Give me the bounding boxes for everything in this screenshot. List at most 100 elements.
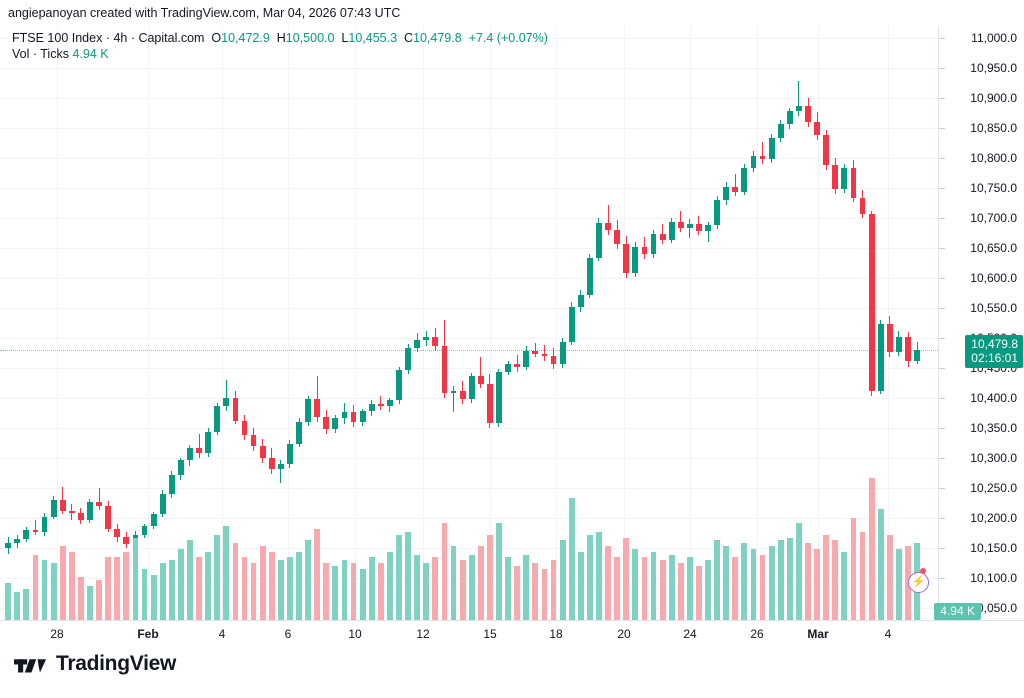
candle-body[interactable] (850, 167, 857, 198)
volume-bar[interactable] (541, 568, 548, 620)
volume-bar[interactable] (714, 540, 721, 620)
volume-bar[interactable] (632, 548, 639, 620)
candle-body[interactable] (268, 458, 275, 469)
candle-body[interactable] (805, 106, 811, 122)
candle-body[interactable] (632, 246, 639, 274)
volume-bar[interactable] (277, 560, 284, 620)
candle-body[interactable] (332, 418, 339, 430)
candle-body[interactable] (659, 233, 666, 240)
candle-body[interactable] (377, 404, 384, 407)
candle-body[interactable] (305, 399, 312, 422)
volume-bar[interactable] (323, 563, 330, 620)
candle-body[interactable] (550, 356, 557, 365)
volume-bar[interactable] (705, 560, 711, 620)
volume-bar[interactable] (832, 540, 839, 620)
candle-body[interactable] (441, 346, 448, 394)
volume-bar[interactable] (441, 523, 448, 620)
volume-bar[interactable] (496, 523, 502, 620)
current-price-badge[interactable]: 10,479.8 02:16:01 (965, 335, 1023, 369)
volume-bar[interactable] (377, 563, 384, 620)
volume-bar[interactable] (505, 557, 511, 620)
candle-body[interactable] (541, 353, 548, 356)
volume-bar[interactable] (614, 557, 621, 620)
candle-body[interactable] (532, 351, 539, 354)
volume-bar[interactable] (905, 546, 911, 620)
volume-bar[interactable] (550, 560, 557, 620)
candle-body[interactable] (705, 225, 711, 232)
volume-bar[interactable] (268, 551, 275, 620)
candle-body[interactable] (68, 510, 75, 514)
candle-body[interactable] (641, 246, 648, 254)
volume-bar[interactable] (532, 563, 539, 620)
volume-bar[interactable] (559, 540, 566, 620)
candle-body[interactable] (759, 155, 766, 160)
candle-body[interactable] (505, 364, 511, 372)
candle-body[interactable] (341, 412, 348, 419)
volume-bar[interactable] (477, 546, 484, 620)
candle-body[interactable] (105, 506, 112, 529)
volume-bar[interactable] (723, 546, 730, 620)
candle-body[interactable] (786, 111, 793, 125)
volume-bar[interactable] (23, 588, 30, 620)
candle-body[interactable] (523, 351, 530, 367)
candle-body[interactable] (232, 398, 239, 421)
volume-bar[interactable] (777, 540, 784, 620)
volume-bar[interactable] (523, 554, 530, 620)
candle-body[interactable] (314, 399, 321, 418)
candle-body[interactable] (223, 398, 230, 407)
candle-body[interactable] (123, 537, 130, 545)
volume-bar[interactable] (332, 566, 339, 620)
volume-bar[interactable] (241, 557, 248, 620)
candle-body[interactable] (241, 420, 248, 436)
volume-bar[interactable] (868, 477, 875, 620)
candle-body[interactable] (214, 406, 221, 432)
volume-bar[interactable] (250, 563, 257, 620)
volume-bar[interactable] (77, 577, 84, 620)
candle-body[interactable] (96, 502, 102, 506)
candle-body[interactable] (350, 412, 357, 422)
volume-bar[interactable] (677, 563, 684, 620)
candle-body[interactable] (5, 543, 12, 548)
candle-body[interactable] (423, 336, 430, 341)
candle-body[interactable] (859, 197, 866, 215)
volume-bar[interactable] (232, 543, 239, 620)
lightning-bolt-icon[interactable]: ⚡ (908, 572, 930, 593)
candle-body[interactable] (296, 422, 302, 444)
candle-body[interactable] (577, 294, 584, 307)
volume-bar[interactable] (14, 591, 21, 620)
volume-bar[interactable] (605, 546, 611, 620)
volume-bar[interactable] (805, 543, 811, 620)
chart-frame[interactable]: ⚡ FTSE 100 Index · 4h · Capital.com O10,… (0, 26, 1024, 620)
candle-body[interactable] (359, 411, 366, 422)
volume-bar[interactable] (514, 566, 521, 620)
volume-bar[interactable] (387, 551, 393, 620)
candle-body[interactable] (259, 446, 266, 458)
candle-body[interactable] (159, 494, 166, 515)
volume-bar[interactable] (123, 551, 130, 620)
volume-bar[interactable] (423, 563, 430, 620)
volume-bar[interactable] (150, 574, 157, 620)
volume-bar[interactable] (287, 557, 293, 620)
volume-bar[interactable] (141, 568, 148, 620)
volume-bar[interactable] (187, 540, 193, 620)
volume-bar[interactable] (159, 563, 166, 620)
candle-body[interactable] (323, 417, 330, 430)
candle-body[interactable] (677, 221, 684, 228)
candle-body[interactable] (614, 230, 621, 245)
candle-body[interactable] (841, 167, 848, 190)
candle-body[interactable] (32, 530, 39, 533)
candle-body[interactable] (450, 390, 457, 394)
volume-bar[interactable] (659, 560, 666, 620)
candle-body[interactable] (823, 135, 830, 166)
volume-bar[interactable] (396, 534, 402, 620)
volume-bar[interactable] (50, 563, 57, 620)
volume-bar[interactable] (850, 517, 857, 620)
legend-interval[interactable]: 4h (113, 31, 128, 45)
candle-body[interactable] (414, 340, 421, 348)
volume-bar[interactable] (823, 534, 830, 620)
volume-bar[interactable] (414, 554, 421, 620)
candle-body[interactable] (114, 528, 121, 538)
candle-body[interactable] (814, 122, 821, 136)
candle-body[interactable] (586, 257, 593, 295)
volume-bar[interactable] (177, 548, 184, 620)
